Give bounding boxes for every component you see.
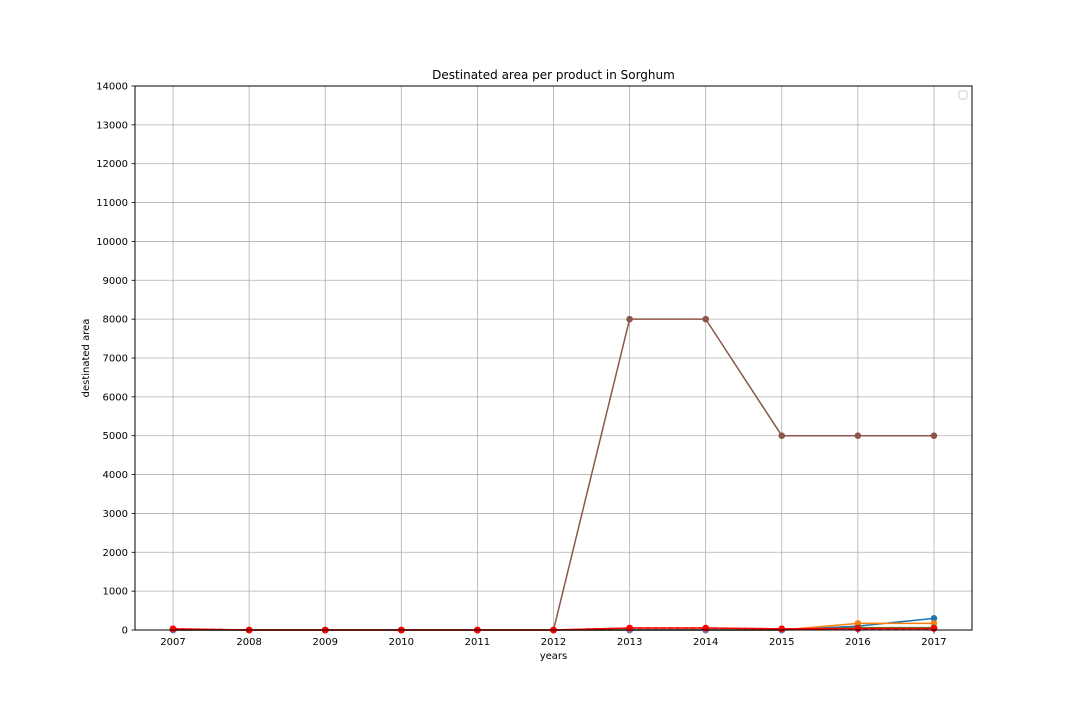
y-tick-label: 12000 <box>96 159 128 170</box>
x-tick-label: 2013 <box>617 637 642 648</box>
chart-title: Destinated area per product in Sorghum <box>432 68 675 82</box>
data-point <box>778 625 786 633</box>
legend-box <box>958 90 968 100</box>
x-tick-label: 2007 <box>160 637 185 648</box>
data-point <box>930 432 938 440</box>
x-tick-label: 2008 <box>236 637 261 648</box>
y-tick-label: 1000 <box>103 587 128 598</box>
data-point <box>854 625 862 632</box>
y-tick-label: 0 <box>122 626 128 637</box>
y-axis-label: destinated area <box>81 319 92 398</box>
y-tick-label: 6000 <box>103 392 128 403</box>
y-tick-label: 10000 <box>96 237 128 248</box>
y-tick-label: 4000 <box>103 470 128 481</box>
x-tick-label: 2016 <box>845 637 870 648</box>
y-tick-label: 14000 <box>96 82 128 93</box>
x-tick-label: 2010 <box>389 637 414 648</box>
x-tick-label: 2009 <box>313 637 338 648</box>
y-tick-label: 13000 <box>96 120 128 131</box>
y-tick-label: 5000 <box>103 431 128 442</box>
data-point <box>778 432 786 440</box>
axis-ticks: 2007 2008 2009 2010 2011 2012 2013 2014 2015 2016… <box>96 82 946 649</box>
data-point <box>930 615 938 622</box>
y-tick-label: 3000 <box>103 509 128 520</box>
data-point <box>702 315 709 323</box>
x-tick-label: 2017 <box>921 637 946 648</box>
y-tick-label: 9000 <box>103 276 128 287</box>
data-point <box>930 625 938 632</box>
x-tick-label: 2014 <box>693 637 718 648</box>
x-axis-label: years <box>540 651 568 662</box>
x-tick-label: 2011 <box>465 637 490 648</box>
plot-frame <box>134 85 973 631</box>
x-tick-label: 2012 <box>541 637 566 648</box>
grid <box>135 85 972 631</box>
y-tick-label: 2000 <box>103 548 128 559</box>
y-tick-label: 7000 <box>103 354 128 365</box>
y-tick-label: 8000 <box>103 315 128 326</box>
data-point <box>854 432 862 440</box>
data-point <box>626 315 633 323</box>
y-tick-label: 11000 <box>96 198 128 209</box>
data-point <box>169 625 177 633</box>
x-tick-label: 2015 <box>769 637 794 648</box>
